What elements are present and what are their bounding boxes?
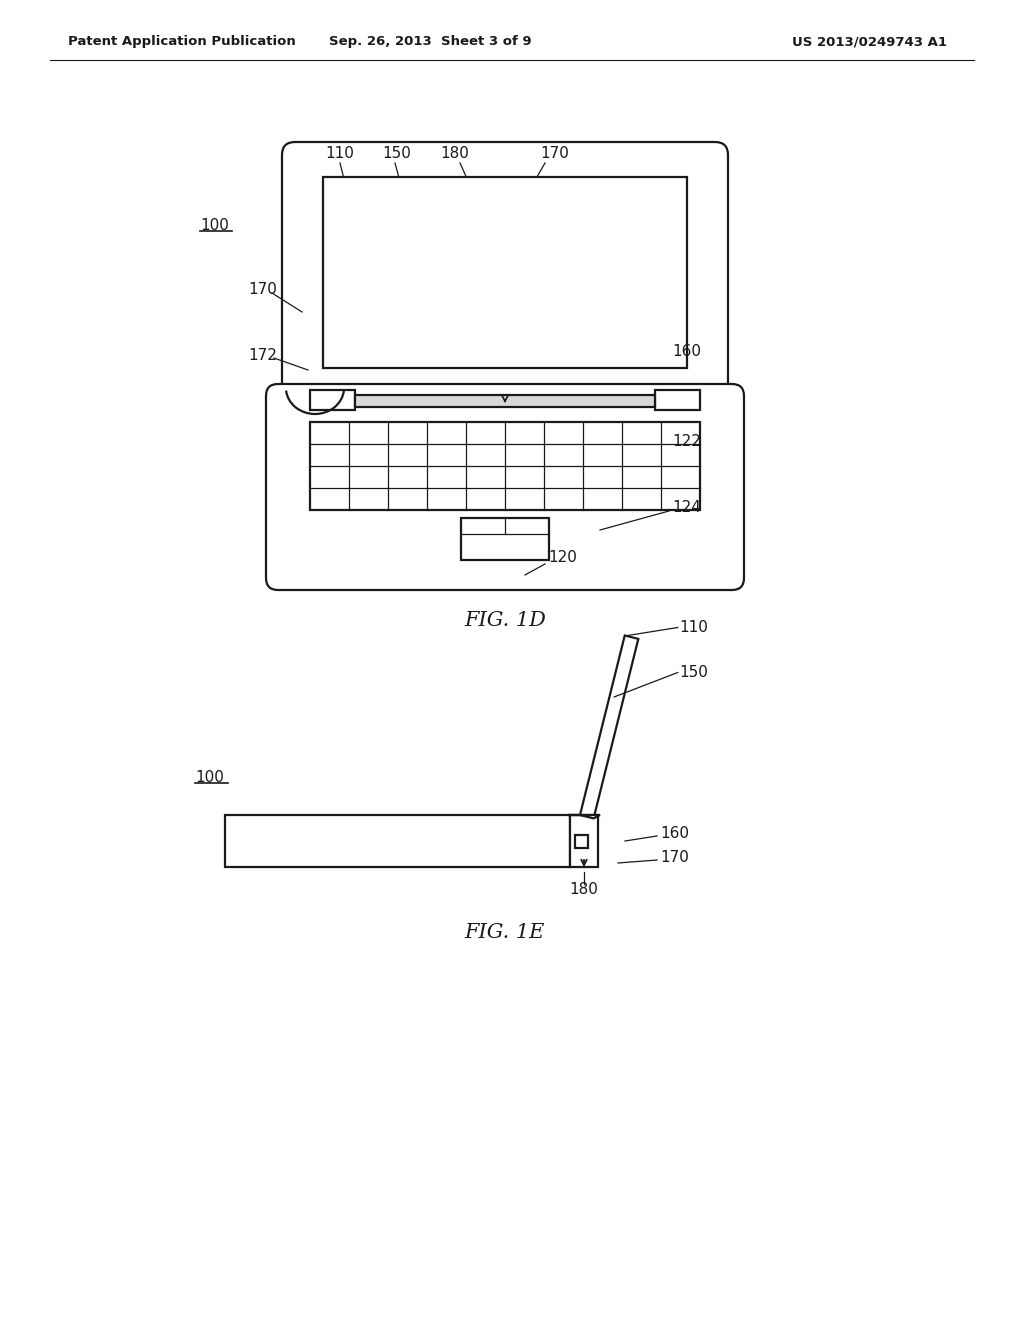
Bar xyxy=(323,177,687,368)
Text: 170: 170 xyxy=(248,282,276,297)
Text: 172: 172 xyxy=(248,347,276,363)
Text: 100: 100 xyxy=(195,770,224,784)
Text: 120: 120 xyxy=(549,550,578,565)
Text: 160: 160 xyxy=(660,825,689,841)
Text: 150: 150 xyxy=(383,145,412,161)
Bar xyxy=(310,422,700,510)
Polygon shape xyxy=(568,814,600,818)
FancyBboxPatch shape xyxy=(266,384,744,590)
Text: 110: 110 xyxy=(326,145,354,161)
Polygon shape xyxy=(580,635,638,818)
Text: FIG. 1E: FIG. 1E xyxy=(465,923,545,941)
Bar xyxy=(310,389,355,411)
Bar xyxy=(355,395,655,407)
Text: 122: 122 xyxy=(672,434,700,450)
Text: US 2013/0249743 A1: US 2013/0249743 A1 xyxy=(793,36,947,49)
Text: Sep. 26, 2013  Sheet 3 of 9: Sep. 26, 2013 Sheet 3 of 9 xyxy=(329,36,531,49)
Text: 180: 180 xyxy=(569,883,598,898)
Bar xyxy=(570,814,598,867)
Text: Patent Application Publication: Patent Application Publication xyxy=(68,36,296,49)
Text: 100: 100 xyxy=(200,218,229,232)
Bar xyxy=(655,389,700,411)
Bar xyxy=(225,814,570,867)
Text: 124: 124 xyxy=(672,500,700,516)
Bar xyxy=(461,517,549,560)
Text: 110: 110 xyxy=(680,620,709,635)
Text: 170: 170 xyxy=(541,145,569,161)
Text: 160: 160 xyxy=(672,345,701,359)
Bar xyxy=(575,834,588,847)
Text: 170: 170 xyxy=(660,850,689,865)
Text: FIG. 1D: FIG. 1D xyxy=(464,610,546,630)
FancyBboxPatch shape xyxy=(282,143,728,403)
Text: 180: 180 xyxy=(440,145,469,161)
Text: 150: 150 xyxy=(680,665,709,680)
